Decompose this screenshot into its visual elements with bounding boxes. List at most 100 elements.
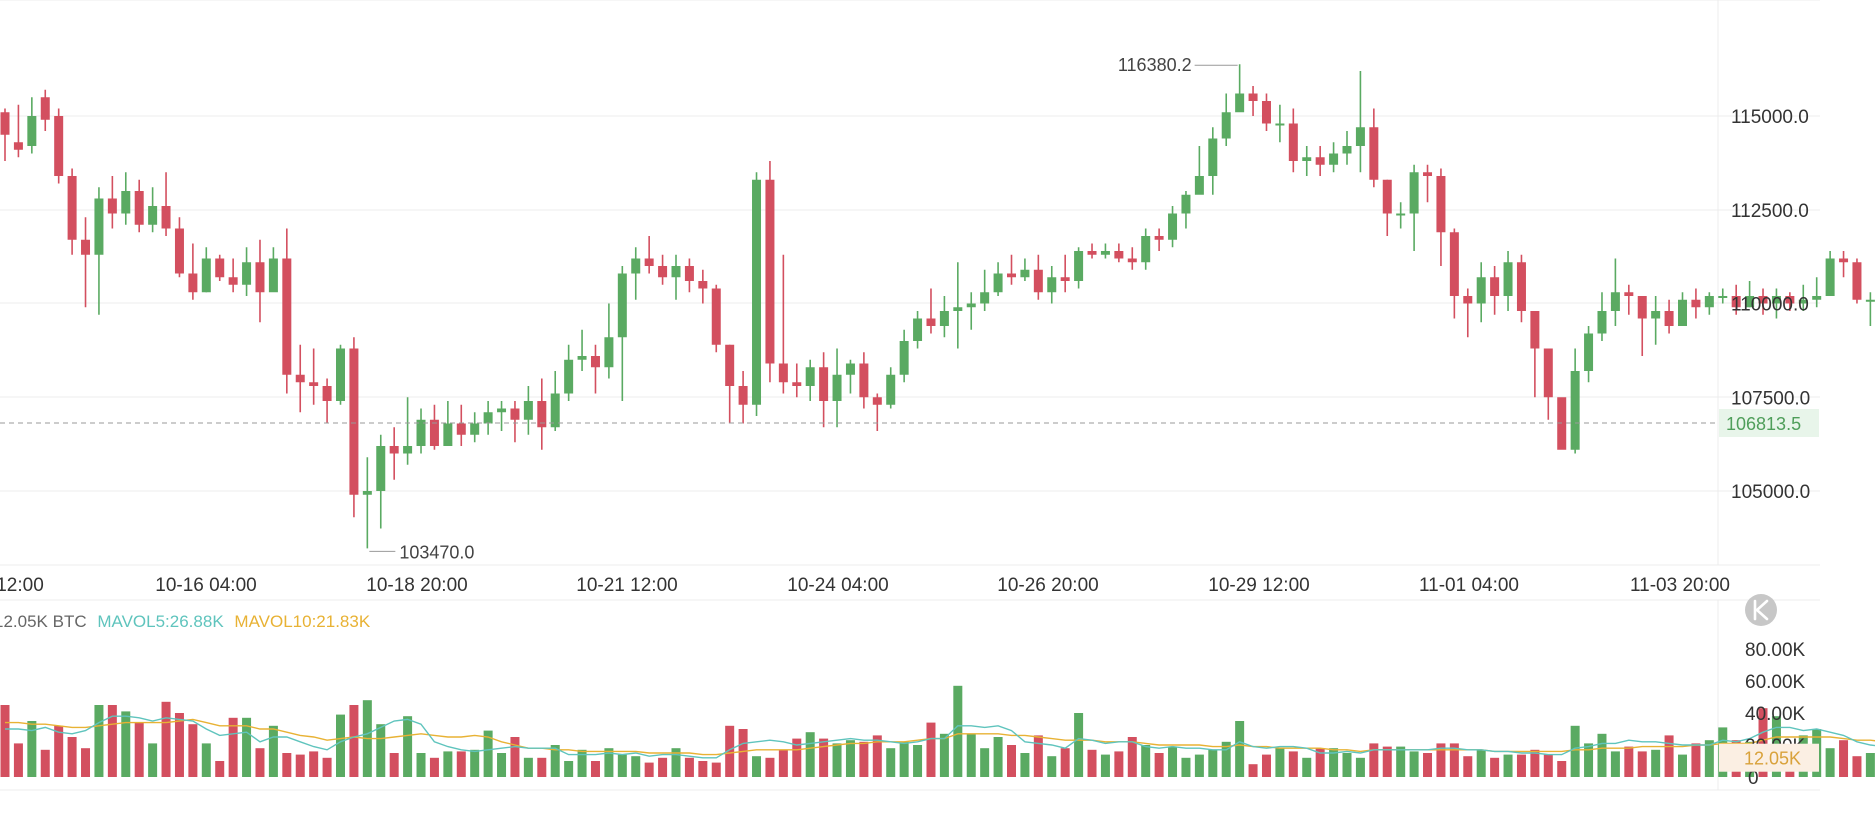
volume-bar xyxy=(429,757,439,777)
volume-bar xyxy=(255,748,265,777)
volume-bar xyxy=(1557,761,1567,777)
candle xyxy=(242,247,252,296)
candle xyxy=(1329,142,1339,173)
volume-bar xyxy=(564,761,574,777)
volume-bar xyxy=(1100,754,1110,777)
candle-body xyxy=(1329,153,1339,165)
candle xyxy=(483,401,493,435)
volume-bar xyxy=(1503,754,1513,777)
volume-bar xyxy=(107,705,117,777)
candle xyxy=(1476,262,1486,323)
volume-bar xyxy=(1235,721,1245,777)
volume-bar xyxy=(1436,743,1446,777)
candle-body xyxy=(564,359,574,394)
volume-bar xyxy=(1382,746,1392,777)
candle-body xyxy=(1261,101,1271,124)
candle-body xyxy=(1382,179,1392,214)
candle xyxy=(389,427,399,480)
volume-bar xyxy=(1275,748,1285,777)
volume-bar xyxy=(1624,746,1634,777)
candle-body xyxy=(1745,296,1755,308)
mavol5-label: MAVOL5:26.88K xyxy=(97,612,224,631)
candle-body xyxy=(1007,273,1016,278)
volume-bar xyxy=(1355,757,1365,777)
volume-bar xyxy=(1543,754,1553,777)
volume-bar xyxy=(1087,749,1097,777)
candle xyxy=(27,97,37,154)
time-tick-label: 10-16 04:00 xyxy=(155,575,256,596)
candle-body xyxy=(805,367,815,386)
candle-body xyxy=(1074,251,1084,281)
volume-bar xyxy=(939,733,949,777)
candle-body xyxy=(1812,296,1822,300)
candle xyxy=(201,247,211,293)
volume-bar xyxy=(295,754,305,777)
candle-body xyxy=(1423,172,1433,176)
candle xyxy=(1557,397,1567,450)
candle-body xyxy=(242,262,252,285)
candle xyxy=(161,172,171,236)
volume-bar xyxy=(725,725,735,777)
candle-body xyxy=(604,337,614,368)
candle xyxy=(1852,258,1862,304)
candle xyxy=(1865,292,1875,326)
volume-bar xyxy=(1154,753,1164,777)
candle-body xyxy=(1355,127,1365,146)
candle-body xyxy=(872,397,882,405)
k-logo-icon[interactable] xyxy=(1745,594,1777,626)
volume-bar xyxy=(1060,748,1070,777)
volume-bar xyxy=(1181,757,1191,777)
candle-body xyxy=(510,408,520,420)
candle xyxy=(134,179,144,233)
candle-body xyxy=(1248,93,1258,101)
price-tick-label: 105000.0 xyxy=(1731,482,1810,503)
volume-bar xyxy=(456,751,466,777)
candle xyxy=(590,344,600,394)
candle-body xyxy=(1396,213,1406,216)
candle-body xyxy=(1127,258,1137,263)
volume-bar xyxy=(1758,708,1768,777)
volume-bar xyxy=(711,762,721,777)
candle-body xyxy=(899,341,909,375)
volume-tick-label: 80.00K xyxy=(1745,640,1806,661)
candle-body xyxy=(1704,296,1714,308)
candle-body xyxy=(1288,123,1298,161)
candle xyxy=(1396,202,1406,229)
candle xyxy=(1168,206,1178,248)
candle xyxy=(1060,254,1070,293)
candle xyxy=(81,217,91,308)
candle-body xyxy=(1758,296,1768,304)
candle xyxy=(228,258,238,293)
candle-body xyxy=(1315,157,1325,165)
candle xyxy=(376,434,386,529)
volume-bar xyxy=(1208,749,1218,777)
candle-body xyxy=(658,266,668,278)
candle xyxy=(94,187,104,315)
candle xyxy=(644,236,654,274)
candle-body xyxy=(577,356,587,360)
candle-body xyxy=(497,408,507,413)
price-tick-label: 112500.0 xyxy=(1731,201,1809,222)
candle-body xyxy=(1490,277,1500,296)
candle-body xyxy=(711,288,721,345)
candle xyxy=(577,329,587,371)
candle xyxy=(1248,86,1258,116)
volume-bar xyxy=(886,748,896,777)
candle-body xyxy=(376,446,386,491)
candle xyxy=(1020,258,1030,281)
volume-bar xyxy=(577,749,587,777)
high-low-labels: 116380.2 103470.0 xyxy=(369,55,1238,562)
volume-bar xyxy=(1678,754,1687,777)
candle xyxy=(336,344,345,405)
candle-body xyxy=(13,142,23,150)
volume-bar xyxy=(993,737,1003,777)
candle xyxy=(470,412,480,443)
candle-body xyxy=(631,258,641,274)
candle-body xyxy=(282,258,292,375)
volume-bar xyxy=(161,701,171,777)
volume-bar xyxy=(953,685,963,777)
candle-body xyxy=(859,363,869,398)
volume-bar xyxy=(1839,740,1849,777)
volume-bar xyxy=(832,743,842,777)
